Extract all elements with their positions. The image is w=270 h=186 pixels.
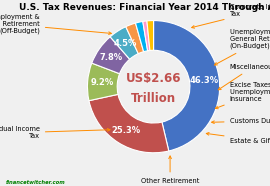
- Text: Miscellaneous: Miscellaneous: [218, 64, 270, 90]
- Wedge shape: [154, 21, 220, 151]
- Wedge shape: [143, 21, 150, 51]
- Text: 4.5%: 4.5%: [114, 39, 137, 48]
- Text: 46.3%: 46.3%: [190, 76, 219, 85]
- Text: Customs Duties: Customs Duties: [212, 118, 270, 124]
- Wedge shape: [92, 37, 130, 74]
- Text: 7.8%: 7.8%: [100, 53, 123, 62]
- Text: Excise Taxes
Unemployment &
Insurance: Excise Taxes Unemployment & Insurance: [215, 82, 270, 109]
- Wedge shape: [126, 23, 144, 54]
- Text: Unemployment &
General Retirement
(On-Budget): Unemployment & General Retirement (On-Bu…: [214, 29, 270, 65]
- Text: Estate & Gift Taxes: Estate & Gift Taxes: [206, 132, 270, 144]
- Wedge shape: [136, 21, 148, 52]
- Text: Individual Income
Tax: Individual Income Tax: [0, 126, 110, 140]
- Text: Other Retirement: Other Retirement: [141, 156, 199, 184]
- Text: financetwitcher.com: financetwitcher.com: [5, 180, 65, 185]
- Text: US$2.66: US$2.66: [126, 72, 181, 85]
- Text: 9.2%: 9.2%: [91, 78, 114, 87]
- Wedge shape: [110, 27, 138, 59]
- Text: Trillion: Trillion: [131, 92, 176, 105]
- Text: Unemployment &
General Retirement
(Off-Budget): Unemployment & General Retirement (Off-B…: [0, 14, 111, 35]
- Text: Corporate Income
Tax: Corporate Income Tax: [192, 4, 270, 28]
- Wedge shape: [87, 63, 120, 101]
- Title: U.S. Tax Revenues: Financial Year 2014 Through Aug: U.S. Tax Revenues: Financial Year 2014 T…: [19, 3, 270, 12]
- Wedge shape: [89, 94, 169, 153]
- Text: 25.3%: 25.3%: [112, 126, 141, 134]
- Wedge shape: [147, 21, 154, 50]
